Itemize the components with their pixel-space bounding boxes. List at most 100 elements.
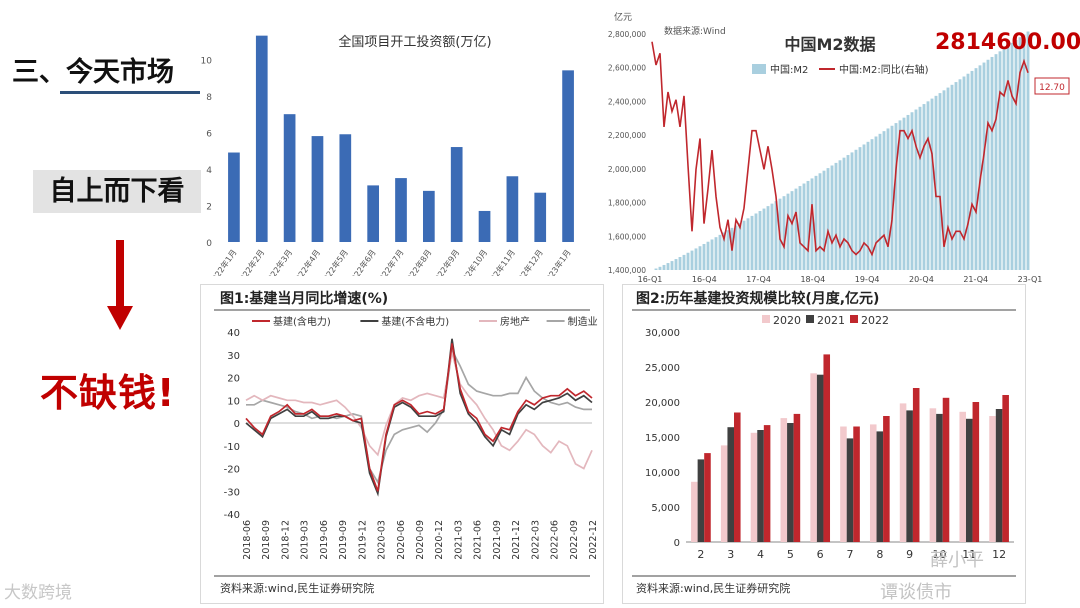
chart4-bars xyxy=(691,354,1009,542)
chart1-bar xyxy=(534,192,547,242)
heading-underline xyxy=(60,91,200,94)
chart2-bar xyxy=(914,109,918,270)
chart4-bar xyxy=(899,403,907,542)
chart3-x-tick-label: 2021-03 xyxy=(453,520,464,560)
chart2-bar xyxy=(674,259,678,270)
chart2-bar xyxy=(798,186,802,270)
chart2-bar xyxy=(922,104,926,270)
chart1-x-tick-label: 2022年4月 xyxy=(290,247,322,276)
chart2-bar xyxy=(794,188,798,270)
chart4-x-tick-label: 7 xyxy=(847,548,854,561)
chart3-x-tick-label: 2021-06 xyxy=(473,520,484,560)
down-arrow-icon xyxy=(107,240,133,330)
chart3-legend-label: 制造业 xyxy=(568,315,598,328)
chart3-x-tick-label: 2020-12 xyxy=(434,520,445,560)
chart4-x-tick-label: 2 xyxy=(697,548,704,561)
chart1-bars xyxy=(228,35,574,242)
chart2-bar xyxy=(958,79,962,270)
chart1-bar xyxy=(395,178,407,242)
china-m2-chart: 亿元 数据来源:Wind 中国M2数据 中国:M2 中国:M2:同比(右轴) 1… xyxy=(602,8,1074,286)
chart4-bar xyxy=(810,373,817,542)
chart2-bar xyxy=(910,112,914,270)
chart2-x-tick-label: 20-Q4 xyxy=(909,275,934,284)
chart2-bar xyxy=(830,165,834,270)
chart3-y-tick-label: 40 xyxy=(227,328,240,339)
chart2-y-tick-label: 1,600,000 xyxy=(608,232,646,241)
chart1-bar xyxy=(228,152,240,242)
chart4-bar xyxy=(780,418,788,542)
chart4-bar xyxy=(906,410,913,542)
chart1-x-tick-label: 2022年5月 xyxy=(318,247,350,276)
chart2-unit-label: 亿元 xyxy=(614,11,632,23)
chart3-x-tick-label: 2021-09 xyxy=(492,520,503,560)
chart2-bar xyxy=(662,264,666,270)
chart1-bar xyxy=(450,147,463,242)
chart2-bar xyxy=(946,87,950,270)
chart2-bar xyxy=(838,160,842,270)
chart4-bar xyxy=(704,453,711,542)
chart2-bar xyxy=(718,234,722,270)
chart2-bar xyxy=(1018,37,1022,270)
chart1-x-tick-label: 2022年11月 xyxy=(482,247,517,276)
chart2-bar xyxy=(686,252,690,270)
chart1-x-tick-label: 2022年3月 xyxy=(262,247,294,276)
chart3-x-tick-label: 2022-06 xyxy=(550,520,561,560)
chart2-bar xyxy=(866,141,870,270)
chart2-x-tick-label: 17-Q4 xyxy=(746,275,771,284)
chart4-x-tick-label: 6 xyxy=(817,548,824,561)
chart3-x-axis: 2018-06 2018-09 2018-12 2019-03 2019-06 2019-… xyxy=(242,520,599,560)
chart2-bar xyxy=(666,263,670,270)
chart3-y-tick-label: -40 xyxy=(224,510,240,521)
chart1-y-tick-label: 8 xyxy=(206,93,212,103)
chart2-bar xyxy=(934,95,938,270)
chart4-y-tick-label: 0 xyxy=(674,538,680,549)
chart4-y-tick-label: 10,000 xyxy=(645,468,680,479)
chart2-source: 数据来源:Wind xyxy=(664,25,726,37)
chart1-bar xyxy=(478,210,491,242)
chart3-y-tick-label: 0 xyxy=(234,419,240,430)
chart1-x-tick-label: 2022年9月 xyxy=(429,247,461,276)
chart2-bar xyxy=(1006,45,1010,270)
chart2-legend-bar-swatch xyxy=(752,64,766,74)
chart2-bar xyxy=(834,162,838,270)
chart2-x-tick-label: 18-Q4 xyxy=(800,275,825,284)
chart3-y-tick-label: 20 xyxy=(227,374,240,385)
chart4-legend: 2020 2021 2022 xyxy=(762,314,889,327)
watermark-right-2: 谭谈债市 xyxy=(880,582,952,603)
chart2-bar xyxy=(714,237,718,270)
chart2-bar xyxy=(790,191,794,270)
chart3-x-tick-label: 2020-03 xyxy=(377,520,388,560)
chart4-bar xyxy=(876,431,884,542)
chart2-bar xyxy=(898,120,902,270)
chart1-x-tick-label: 2022年7月 xyxy=(374,247,406,276)
watermark-right-1: 薛小平 xyxy=(930,550,984,571)
chart2-bar xyxy=(694,248,698,270)
chart2-y-tick-label: 1,800,000 xyxy=(608,199,646,208)
chart1-x-tick-label: 2022年10月 xyxy=(454,247,489,276)
chart2-bar xyxy=(862,144,866,270)
chart3-x-tick-label: 2020-06 xyxy=(396,520,407,560)
chart4-bar xyxy=(869,424,877,542)
chart2-y-tick-label: 2,600,000 xyxy=(608,64,646,73)
chart3-y-tick-label: 30 xyxy=(227,351,240,362)
chart4-bar xyxy=(763,425,771,542)
watermark-left: 大数跨境 xyxy=(4,583,72,603)
chart2-bar xyxy=(994,54,998,270)
chart2-bar xyxy=(1014,40,1018,270)
chart1-y-tick-label: 4 xyxy=(206,166,212,176)
chart4-y-tick-label: 15,000 xyxy=(645,433,680,444)
chart4-bar xyxy=(691,481,698,542)
chart2-bar xyxy=(882,131,886,270)
chart4-y-tick-label: 30,000 xyxy=(645,328,680,339)
chart2-bar xyxy=(978,65,982,271)
chart1-x-tick-label: 2022年6月 xyxy=(346,247,378,276)
chart2-bar xyxy=(742,220,746,270)
m2-headline-value: 2814600.00亿 xyxy=(935,30,1080,55)
chart4-bar xyxy=(697,459,705,542)
chart3-legend-label: 房地产 xyxy=(500,315,530,328)
chart4-bar xyxy=(823,354,831,542)
chart4-x-tick-label: 8 xyxy=(876,548,883,561)
chart2-bar xyxy=(802,183,806,270)
chart4-legend-label: 2022 xyxy=(861,314,889,327)
chart2-legend-bar: 中国:M2 xyxy=(770,63,808,76)
